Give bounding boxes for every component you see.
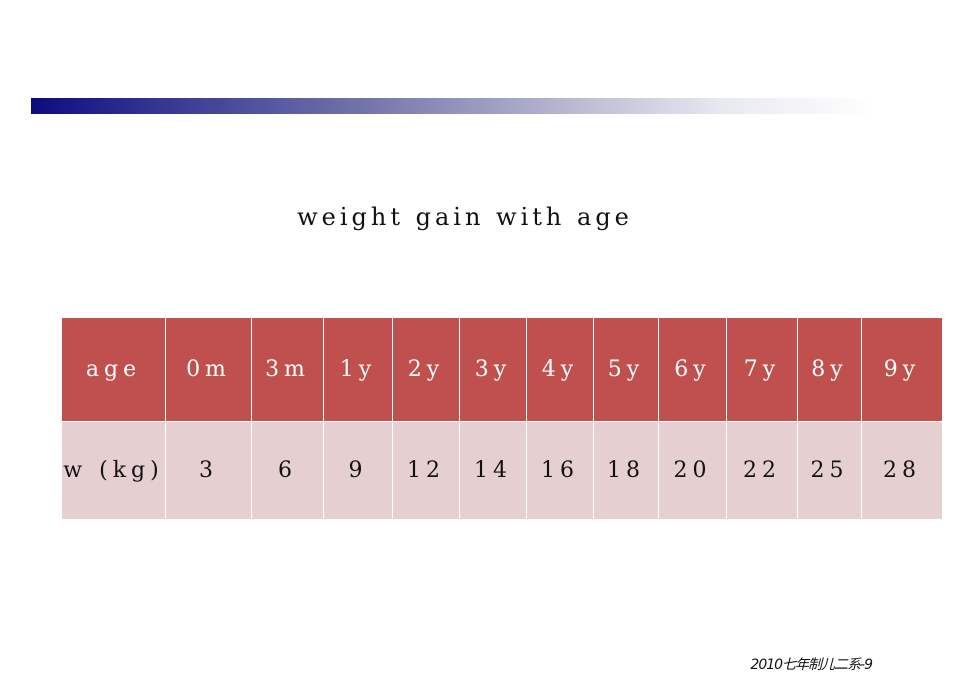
row-cell: 28	[861, 421, 943, 520]
row-cell: 6	[251, 421, 324, 520]
row-cell: 12	[392, 421, 460, 520]
header-cell: 7y	[726, 317, 798, 422]
row-cell: 18	[593, 421, 659, 520]
row-cell: 14	[459, 421, 527, 520]
header-cell: 3y	[459, 317, 527, 422]
row-cell: 25	[797, 421, 862, 520]
row-cell: 16	[526, 421, 594, 520]
header-cell: 4y	[526, 317, 594, 422]
header-cell: 0m	[165, 317, 252, 422]
header-cell: 8y	[797, 317, 862, 422]
row-cell: 9	[323, 421, 393, 520]
header-cell: 5y	[593, 317, 659, 422]
slide-footer: 2010七年制儿二系-9	[750, 657, 873, 673]
header-cell: 1y	[323, 317, 393, 422]
header-cell: 9y	[861, 317, 943, 422]
row-cell: 20	[658, 421, 727, 520]
header-cell-age: age	[61, 317, 166, 422]
row-cell-label: w (kg)	[61, 421, 166, 520]
slide-title: weight gain with age	[297, 203, 633, 231]
table-row: w (kg) 3 6 9 12 14 16 18 20 22 25 28	[61, 421, 943, 520]
weight-age-table: age 0m 3m 1y 2y 3y 4y 5y 6y 7y 8y 9y w (…	[61, 317, 943, 520]
header-cell: 6y	[658, 317, 727, 422]
row-cell: 3	[165, 421, 252, 520]
row-cell: 22	[726, 421, 798, 520]
table-header-row: age 0m 3m 1y 2y 3y 4y 5y 6y 7y 8y 9y	[61, 317, 943, 422]
decorative-gradient-bar	[31, 98, 873, 114]
header-cell: 2y	[392, 317, 460, 422]
header-cell: 3m	[251, 317, 324, 422]
